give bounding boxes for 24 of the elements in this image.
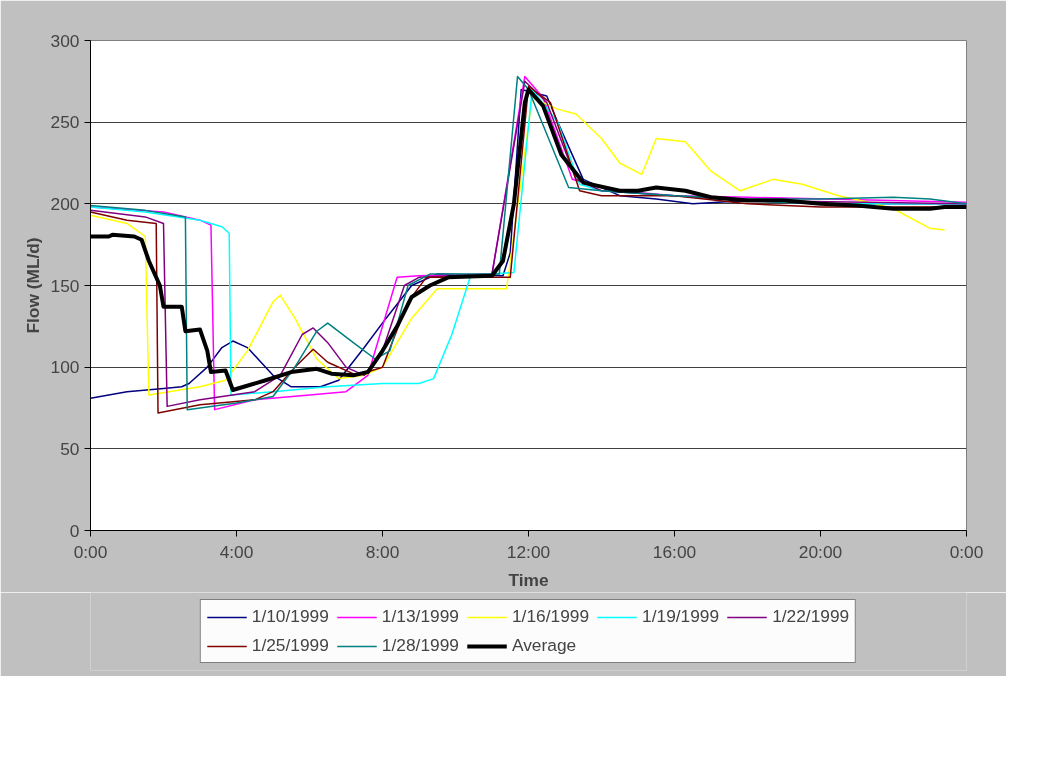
legend-label: 1/19/1999 [642, 606, 720, 627]
y-axis-title: Flow (ML/d) [22, 237, 43, 334]
y-tick-label: 200 [50, 193, 80, 214]
y-tick-label: 100 [50, 357, 80, 378]
legend-label: Average [511, 635, 577, 656]
legend-label: 1/16/1999 [511, 606, 590, 627]
y-tick-label: 250 [50, 112, 80, 133]
legend-label: 1/28/1999 [381, 635, 459, 656]
y-tick-label: 150 [50, 275, 80, 296]
x-tick-label: 4:00 [219, 541, 254, 562]
x-tick-label: 8:00 [365, 541, 400, 562]
x-tick-label: 0:00 [949, 541, 984, 562]
y-tick-label: 300 [50, 30, 80, 51]
legend-label: 1/10/1999 [251, 606, 329, 627]
x-tick-label: 12:00 [506, 541, 551, 562]
legend-label: 1/13/1999 [381, 606, 459, 627]
y-tick-label: 0 [69, 520, 80, 541]
y-tick-label: 50 [60, 438, 80, 459]
x-tick-label: 0:00 [73, 541, 108, 562]
legend-label: 1/25/1999 [251, 635, 329, 656]
legend-label: 1/22/1999 [772, 606, 850, 627]
x-axis-title: Time [508, 569, 549, 590]
x-tick-label: 16:00 [652, 541, 697, 562]
x-tick-label: 20:00 [798, 541, 843, 562]
